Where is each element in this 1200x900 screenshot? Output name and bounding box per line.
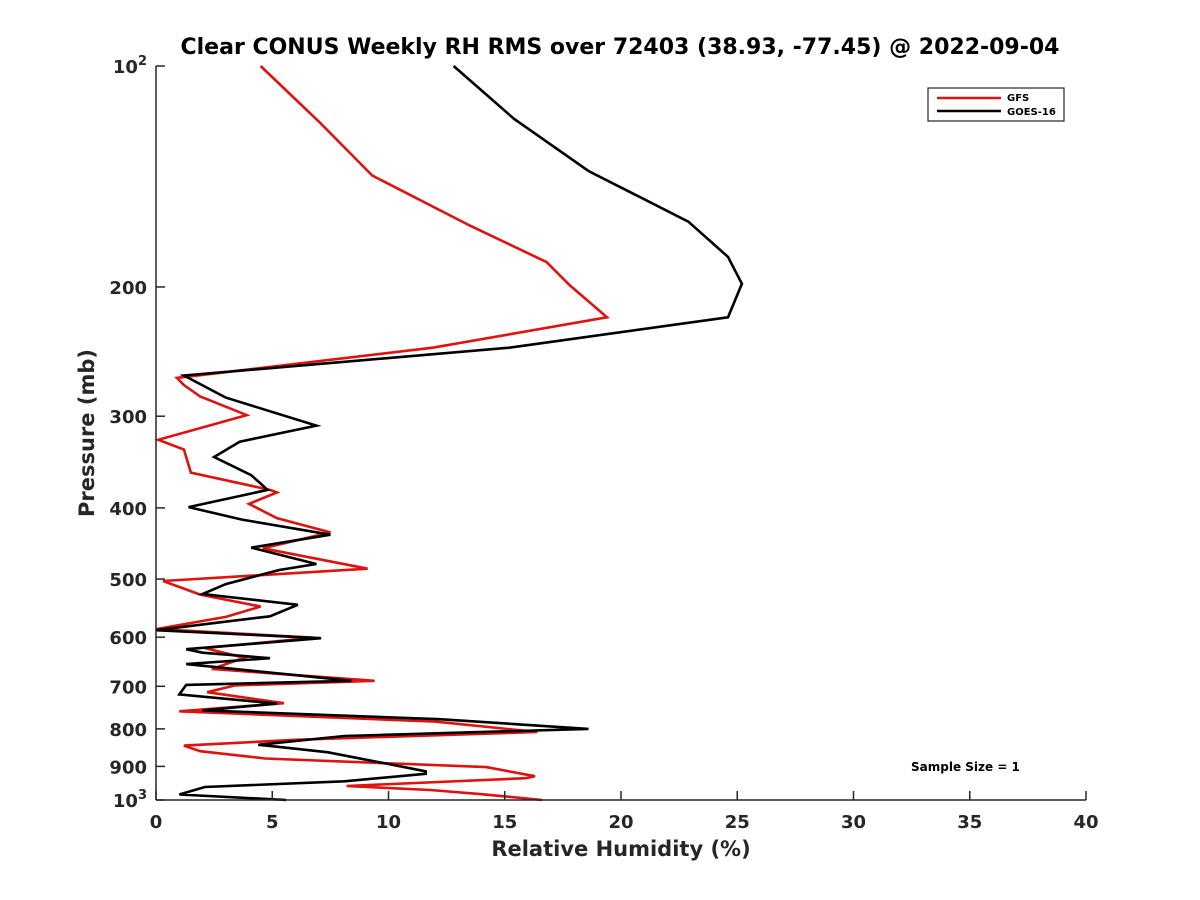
legend-gfs-label: GFS (1007, 93, 1029, 104)
x-tick-label: 40 (1073, 812, 1098, 833)
y-tick-label: 102 (113, 54, 147, 78)
legend: GFS GOES-16 (927, 87, 1065, 122)
y-tick-label: 800 (109, 720, 147, 741)
legend-box (927, 87, 1065, 122)
x-tick-label: 10 (376, 812, 401, 833)
x-tick-label: 25 (725, 812, 750, 833)
x-tick-label: 15 (492, 812, 517, 833)
x-ticks: 0 5 10 15 20 25 30 35 40 (150, 791, 1099, 833)
series-layer (154, 65, 744, 802)
y-tick-exponent: 2 (138, 54, 147, 69)
y-tick-label: 500 (109, 570, 147, 591)
y-tick-label: 300 (109, 407, 147, 428)
y-tick-label: 600 (109, 628, 147, 649)
x-tick-label: 5 (266, 812, 279, 833)
x-tick-label: 0 (150, 812, 163, 833)
y-tick-base: 10 (113, 57, 138, 78)
y-tick-label: 103 (113, 788, 147, 812)
series-line-gfs (154, 65, 610, 802)
y-tick-label: 700 (109, 677, 147, 698)
series-line-goes-16 (155, 65, 744, 802)
sample-size-annotation: Sample Size = 1 (911, 760, 1020, 774)
x-tick-label: 20 (608, 812, 633, 833)
y-tick-exponent: 3 (138, 788, 147, 803)
y-tick-base: 10 (113, 791, 138, 812)
x-axis-label: Relative Humidity (%) (491, 837, 750, 861)
legend-goes16-label: GOES-16 (1007, 107, 1056, 118)
y-tick-label: 900 (109, 757, 147, 778)
chart-title: Clear CONUS Weekly RH RMS over 72403 (38… (181, 35, 1060, 60)
x-tick-label: 35 (957, 812, 982, 833)
y-tick-label: 400 (109, 499, 147, 520)
x-tick-label: 30 (841, 812, 866, 833)
y-tick-label: 200 (109, 278, 147, 299)
y-axis-label: Pressure (mb) (75, 349, 99, 517)
